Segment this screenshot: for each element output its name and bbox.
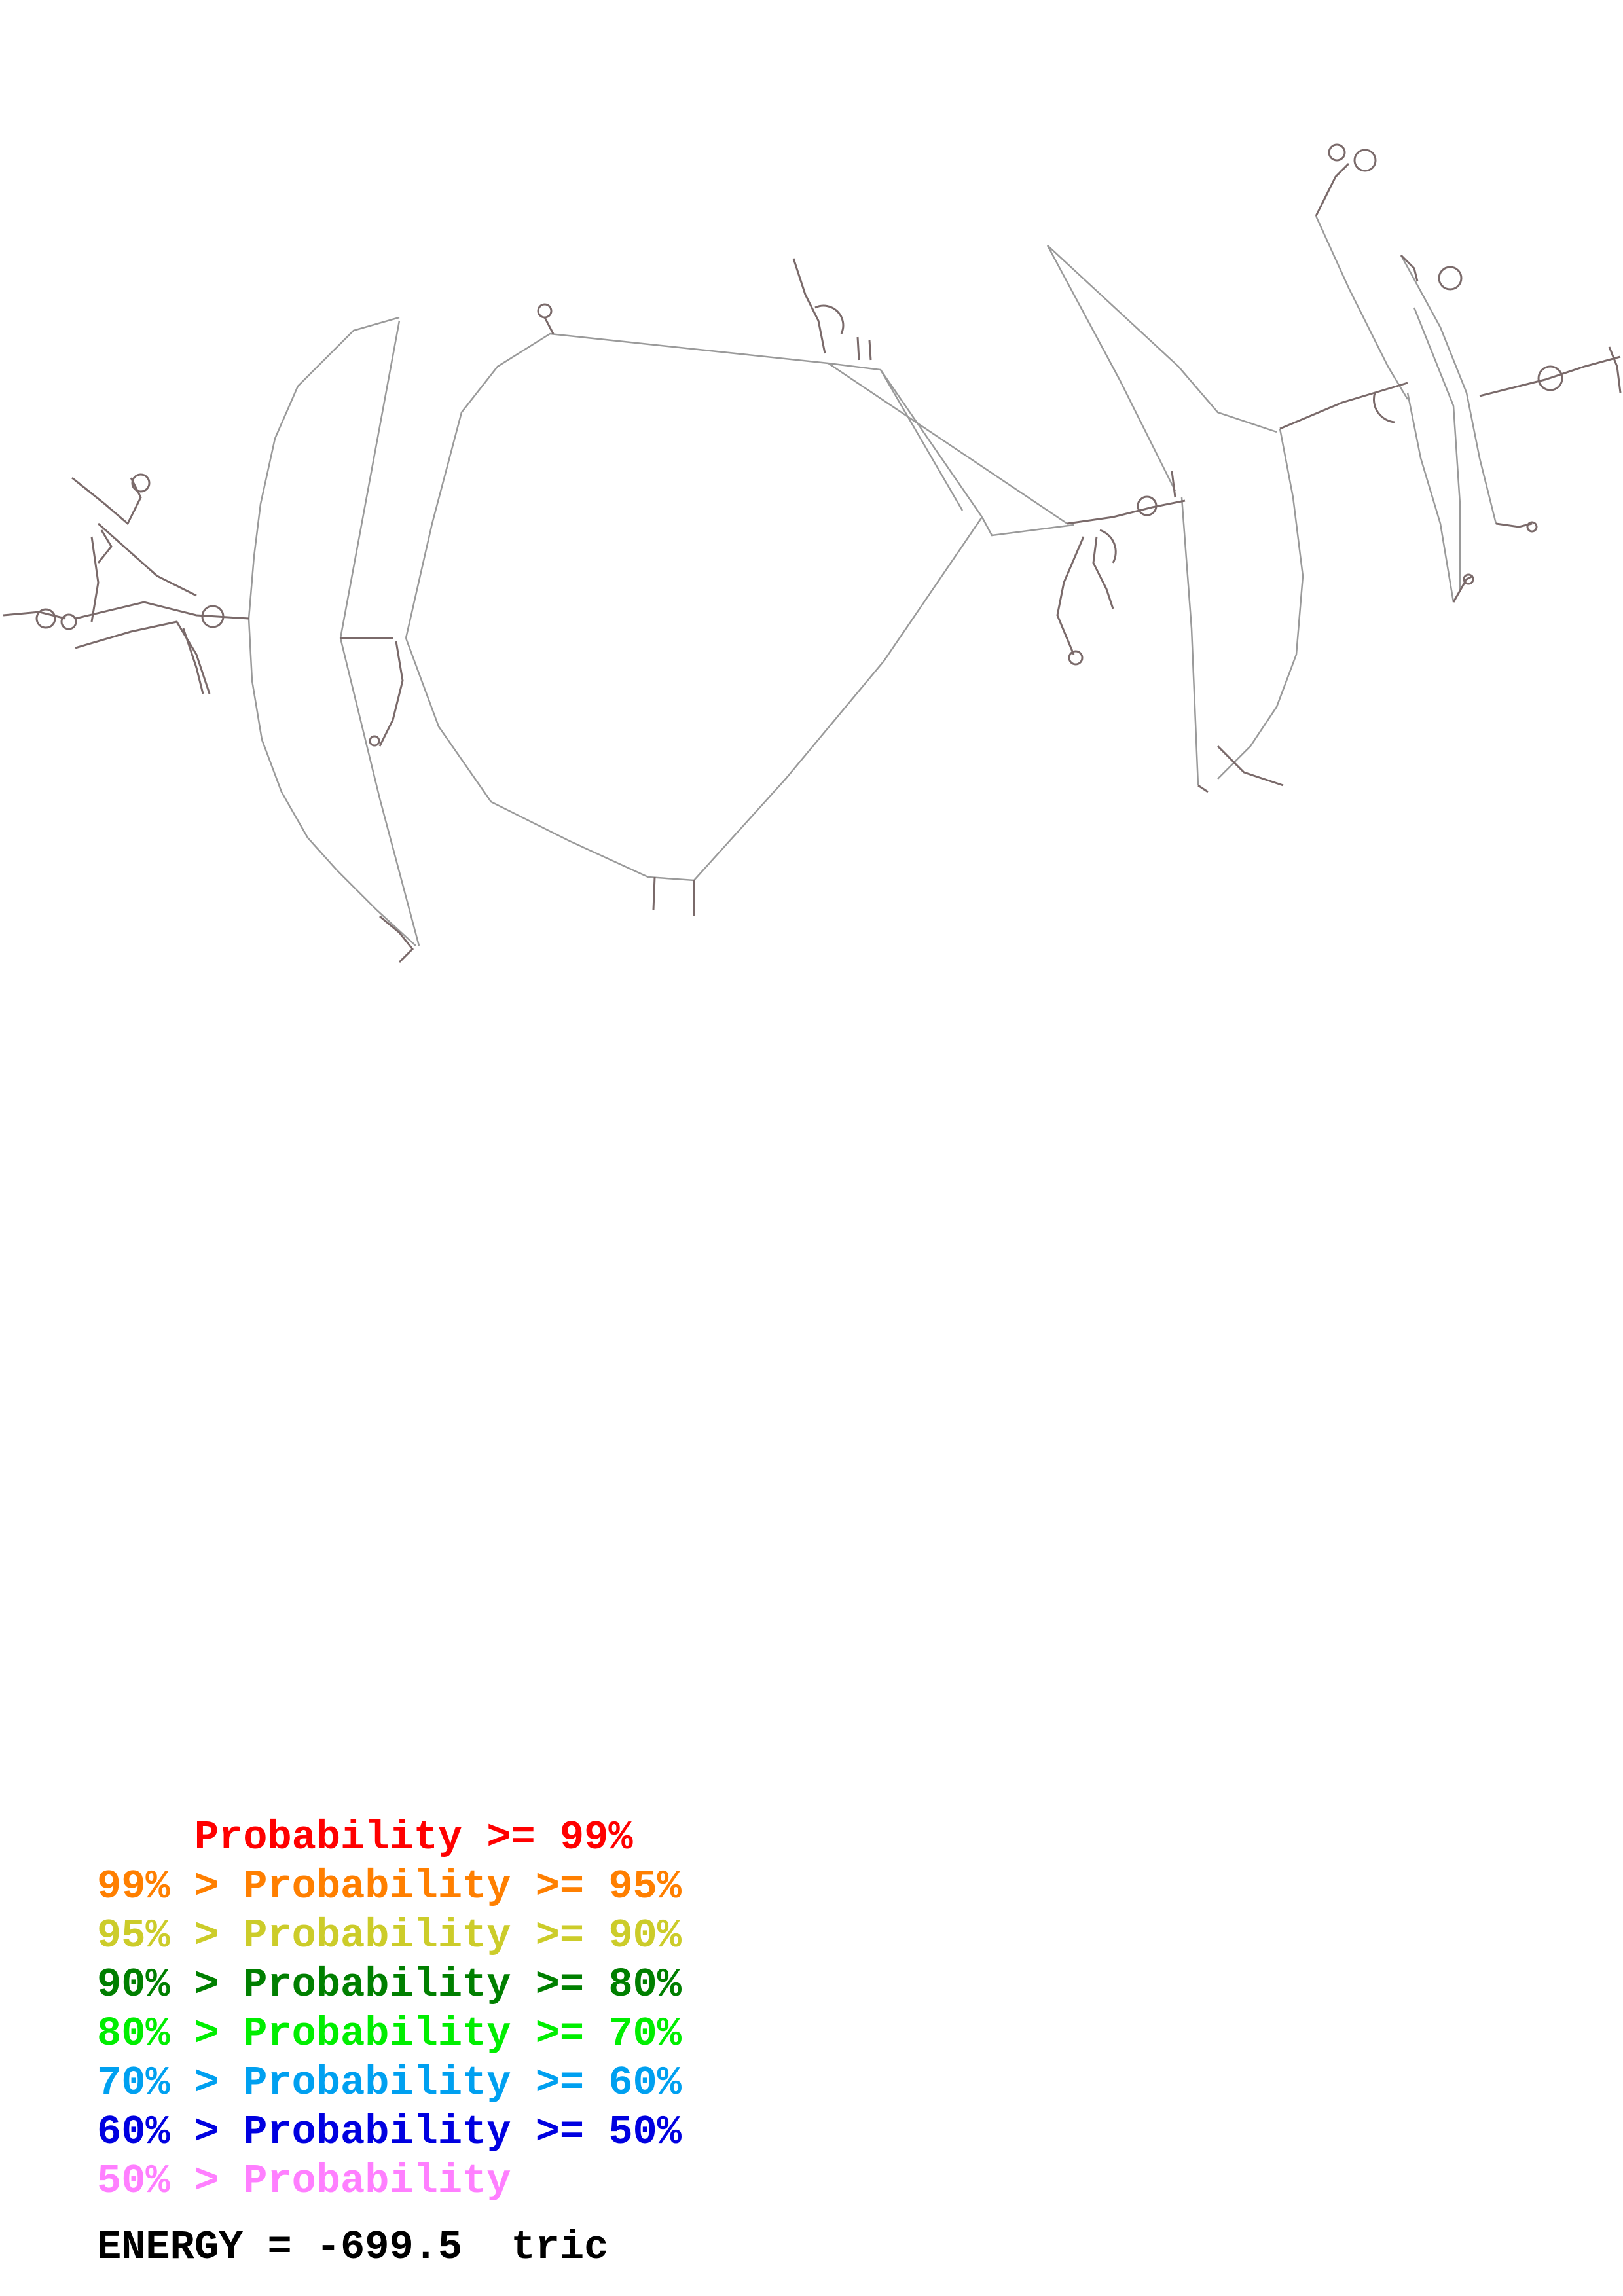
backbone-strand-a <box>339 320 401 639</box>
stem-top-b <box>792 258 826 354</box>
stem-r-7 <box>1608 346 1622 393</box>
loop-left-3 <box>201 605 225 628</box>
legend-row: 90% > Probability >= 80% <box>97 1962 682 2008</box>
energy-value: ENERGY = -699.5 <box>97 2224 463 2270</box>
stem-r-3 <box>1400 254 1419 282</box>
legend-row: 95% > Probability >= 90% <box>97 1912 682 1959</box>
backbone-far-right-d <box>1413 307 1461 592</box>
backbone <box>247 215 1497 946</box>
loop-left-4 <box>131 473 151 493</box>
stem-r-2 <box>1315 162 1350 217</box>
stem-r-1 <box>1279 382 1408 430</box>
stem-left-8 <box>182 628 204 694</box>
backbone-central-lower <box>405 516 983 882</box>
backbone-far-right-b <box>1406 392 1455 603</box>
backbone-right-top <box>1047 245 1277 433</box>
energy-readout: ENERGY = -699.5 tric <box>97 2224 608 2270</box>
stem-cr-4 <box>1171 471 1176 498</box>
legend-row: 99% > Probability >= 95% <box>97 1863 682 1910</box>
loop-r-5 <box>1537 365 1563 391</box>
loop-r-2 <box>1328 143 1346 162</box>
stem-cr-5 <box>1216 745 1284 787</box>
stem-top-c <box>856 336 860 361</box>
loop-top-b <box>814 304 845 334</box>
legend-row: 80% > Probability >= 70% <box>97 2011 682 2057</box>
loop-left-1 <box>35 608 56 629</box>
loop-r-7 <box>1463 573 1474 585</box>
legend-row: 70% > Probability >= 60% <box>97 2060 682 2106</box>
rna-secondary-structure <box>3 143 1622 963</box>
stem-cr-2 <box>1056 536 1085 655</box>
legend-row: Probability >= 99% <box>97 1814 633 1861</box>
backbone-far-right <box>1315 215 1409 400</box>
backbone-left <box>247 316 400 619</box>
backbone-central <box>405 332 829 639</box>
stem-mid-left-2 <box>378 641 404 747</box>
stem-cr-3 <box>1092 536 1114 609</box>
backbone-right-drop <box>1180 497 1199 786</box>
loop-cr-2 <box>1068 650 1084 666</box>
loop-cr-1 <box>1137 495 1158 516</box>
stems <box>3 143 1622 963</box>
stem-left-1 <box>3 611 66 620</box>
loop-top-a <box>537 303 553 319</box>
sequence-name: tric <box>511 2224 609 2270</box>
loop-r-1 <box>1372 392 1395 423</box>
stem-top-d <box>868 340 872 361</box>
backbone-central-right <box>828 362 983 518</box>
stem-left-3 <box>71 476 142 526</box>
loop-cr-3 <box>1099 529 1117 564</box>
legend-row: 60% > Probability >= 50% <box>97 2109 682 2155</box>
backbone-right-top-b <box>1046 245 1176 492</box>
backbone-far-right-c <box>1400 255 1497 524</box>
loop-mid-left <box>369 735 380 747</box>
stem-left-7 <box>97 529 113 564</box>
backbone-central-right-b <box>828 362 1068 525</box>
stem-left-4 <box>90 536 100 622</box>
loop-r-4 <box>1438 266 1463 291</box>
backbone-left-lower <box>247 618 416 946</box>
backbone-central-right-c <box>879 369 964 511</box>
stem-cr-6 <box>1197 784 1209 793</box>
stem-cr-1 <box>1067 499 1186 525</box>
loop-r-3 <box>1353 149 1377 172</box>
loop-r-6 <box>1526 521 1538 533</box>
stem-r-4 <box>1479 355 1621 397</box>
stem-top-a <box>543 317 555 334</box>
stem-left-6 <box>98 522 197 597</box>
stem-bottom-mid-a <box>652 876 656 910</box>
probability-legend: Probability >= 99% 99% > Probability >= 9… <box>97 1813 682 2206</box>
stem-bottom-left <box>379 915 414 963</box>
loop-left-2 <box>60 613 77 630</box>
stem-left-5 <box>75 620 211 694</box>
backbone-central-bottom <box>981 516 1074 537</box>
backbone-right-arc <box>1217 428 1304 780</box>
stem-r-6 <box>1452 575 1474 603</box>
backbone-strand-b <box>339 637 420 946</box>
legend-row: 50% > Probability <box>97 2158 511 2204</box>
